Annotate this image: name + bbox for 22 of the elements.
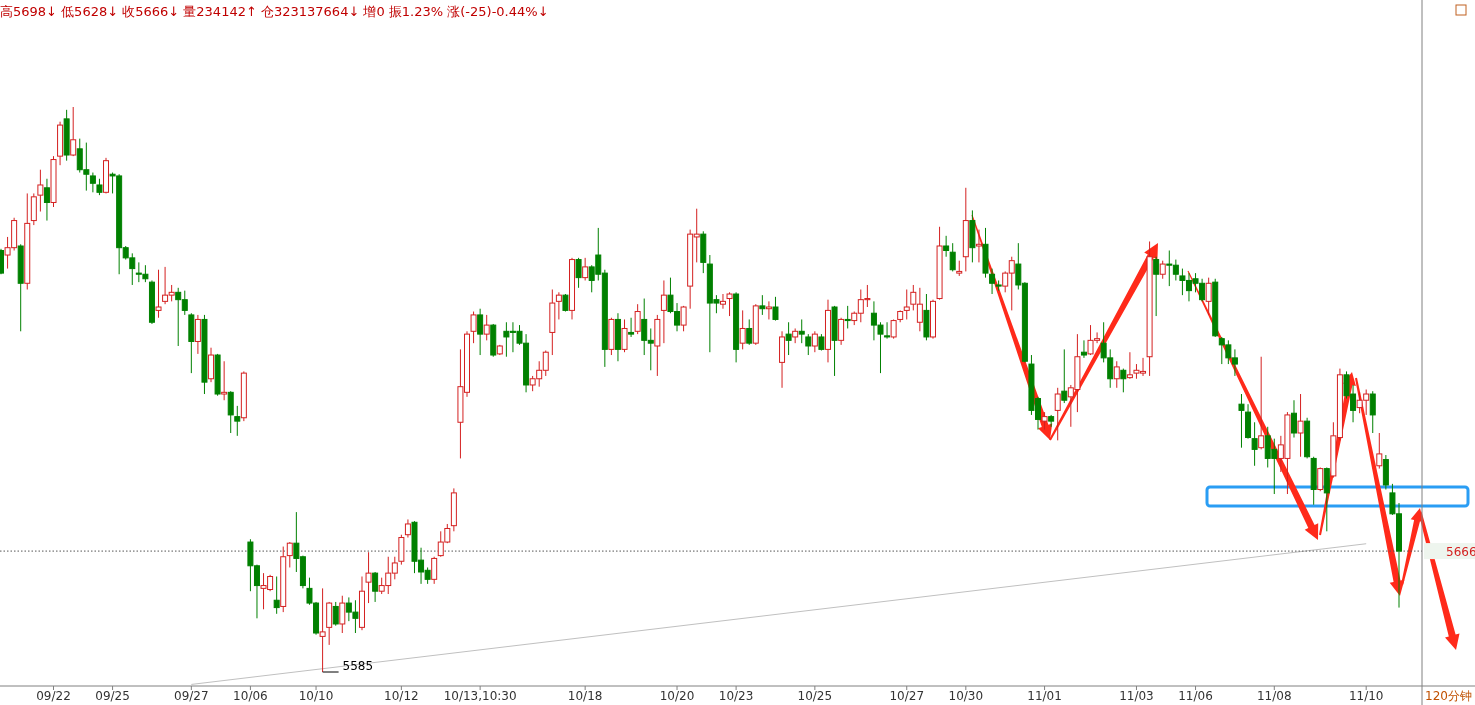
x-tick-label: 10/25 [797, 689, 833, 703]
x-tick-label: 10/30 [948, 689, 984, 703]
x-tick-label: 10/12 [384, 689, 419, 703]
x-tick-label: 11/03 [1119, 689, 1154, 703]
x-tick-label: 10/06 [233, 689, 268, 703]
x-tick-label: 11/01 [1027, 689, 1062, 703]
x-tick-label: 10/13,10:30 [443, 689, 517, 703]
x-tick-label: 10/27 [889, 689, 925, 703]
annotation: 5585 [342, 659, 374, 673]
chart-title: 高5698↓ 低5628↓ 收5666↓ 量234142↑ 仓323137664↓ 增0 振1.23% 涨(-25)-0.44%↓ [0, 4, 549, 19]
x-tick-label: 09/25 [95, 689, 130, 703]
x-tick-label: 11/10 [1348, 689, 1384, 703]
x-tick-label: 10/10 [298, 689, 334, 703]
x-tick-label: 10/18 [567, 689, 603, 703]
x-tick-label: 10/20 [659, 689, 695, 703]
x-tick-label: 09/22 [36, 689, 71, 703]
x-tick-label: 11/06 [1178, 689, 1213, 703]
x-tick-label: 11/08 [1257, 689, 1292, 703]
text: 120分钟 [1425, 689, 1472, 703]
x-tick-label: 09/27 [174, 689, 209, 703]
x-tick-label: 10/23 [718, 689, 754, 703]
text: 5666 [1446, 545, 1475, 560]
